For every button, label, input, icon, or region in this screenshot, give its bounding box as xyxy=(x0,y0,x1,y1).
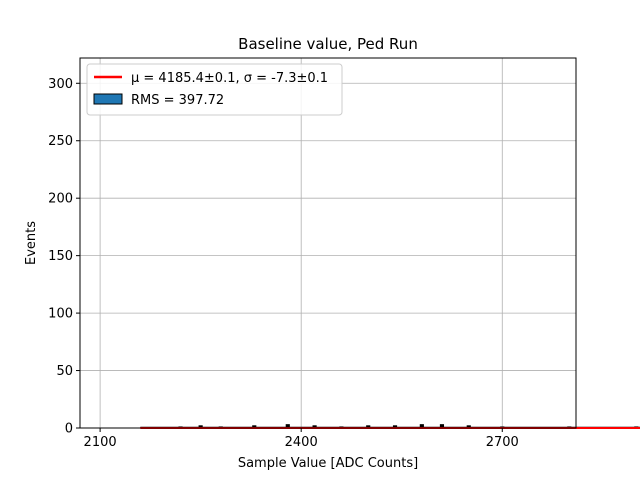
x-axis: 2100240027003000330036003900420045004800 xyxy=(84,428,519,450)
y-tick-label: 200 xyxy=(48,192,73,207)
y-tick-label: 50 xyxy=(56,364,73,379)
y-axis: 0 50 100 150 200 250 300 xyxy=(48,77,80,437)
y-tick-label: 0 xyxy=(65,422,73,437)
y-tick-label: 150 xyxy=(48,249,73,264)
legend: μ = 4185.4±0.1, σ = -7.3±0.1 RMS = 397.7… xyxy=(86,63,343,116)
legend-box xyxy=(86,63,343,116)
y-axis-label: Events xyxy=(24,221,39,265)
x-tick-label: 2100 xyxy=(84,435,117,450)
fit-line xyxy=(140,427,640,429)
legend-rms-swatch xyxy=(93,93,123,105)
y-tick-label: 250 xyxy=(48,134,73,149)
chart-title: Baseline value, Ped Run xyxy=(238,35,418,53)
y-tick-label: 100 xyxy=(48,307,73,322)
x-tick-label: 2400 xyxy=(285,435,318,450)
y-tick-label: 300 xyxy=(48,77,73,92)
legend-fit-label: μ = 4185.4±0.1, σ = -7.3±0.1 xyxy=(131,71,328,86)
legend-rms-label: RMS = 397.72 xyxy=(131,93,224,108)
histogram-bars xyxy=(140,424,640,429)
x-axis-label: Sample Value [ADC Counts] xyxy=(238,456,418,471)
plot-frame xyxy=(79,57,577,429)
x-tick-label: 2700 xyxy=(486,435,519,450)
